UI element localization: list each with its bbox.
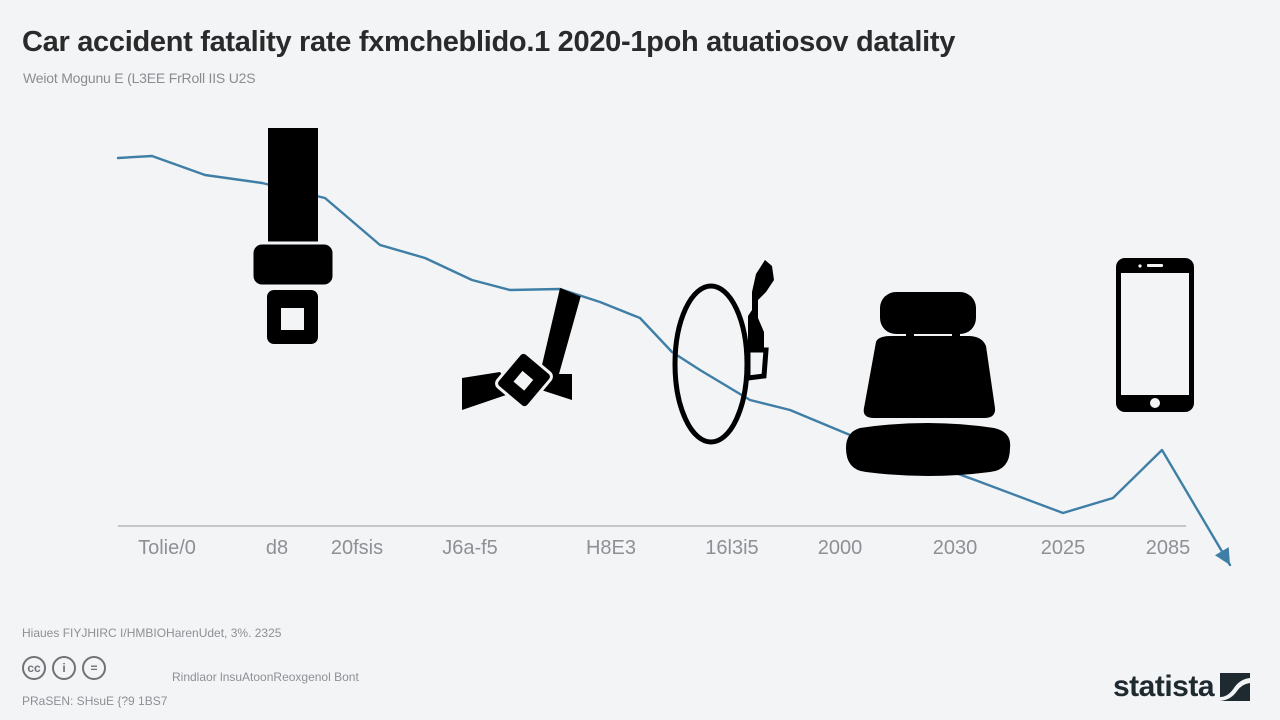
chart-subtitle: Weiot Mogunu E (L3EE FrRoll IIS U2S — [23, 70, 256, 86]
chart-title: Car accident fatality rate fxmcheblido.1… — [22, 26, 956, 58]
x-tick-label: 2025 — [1040, 537, 1086, 559]
seatbelt-strap-icon — [462, 287, 581, 410]
creative-commons-icon[interactable]: cc — [22, 656, 46, 680]
source-text: Hiaues FIYJHIRC I/HMBIOHarenUdet, 3%. 23… — [22, 626, 282, 640]
x-tick-label: 2030 — [932, 537, 978, 559]
license-icons: cc i = — [22, 656, 106, 680]
x-tick-label: J6a-f5 — [442, 537, 498, 559]
additional-info-link[interactable]: Rindlaor lnsuAtoonReoxgenol Bont — [172, 670, 359, 684]
smartphone-icon — [1116, 258, 1194, 412]
trend-arrow-icon — [1214, 547, 1230, 565]
x-tick-label: Tolie/0 — [138, 537, 196, 559]
logo-wordmark: statista — [1113, 670, 1215, 703]
release-date-text: PRaSEN: SHsuE {?9 1BS7 — [22, 694, 168, 708]
x-tick-label: 20fsis — [330, 537, 384, 559]
car-seat-icon — [846, 292, 1011, 476]
x-tick-label: H8E3 — [585, 537, 637, 559]
statista-logo-icon — [1220, 673, 1251, 701]
x-tick-label: d8 — [265, 537, 289, 559]
x-tick-label: 2085 — [1145, 537, 1191, 559]
statista-logo[interactable]: statista — [1113, 670, 1251, 704]
no-derivatives-icon[interactable]: = — [82, 656, 106, 680]
attribution-icon[interactable]: i — [52, 656, 76, 680]
x-tick-label: 16l3i5 — [705, 537, 759, 559]
x-tick-label: 2000 — [817, 537, 863, 559]
seatbelt-buckle-icon — [250, 128, 336, 344]
airbag-icon — [672, 260, 774, 445]
